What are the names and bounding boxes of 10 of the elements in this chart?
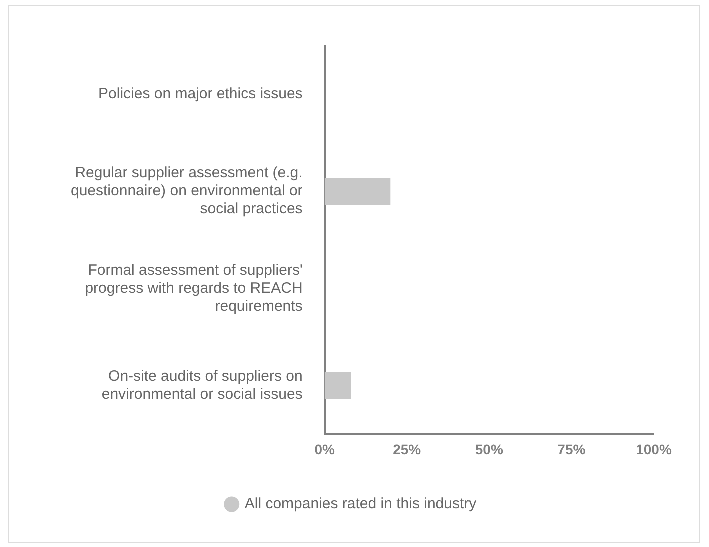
y-tick-label: On-site audits of suppliers on environmental or social issues (102, 368, 303, 403)
x-tick-label: 100% (636, 441, 672, 458)
legend-label: All companies rated in this industry (244, 496, 478, 513)
x-tick-label: 25% (393, 441, 422, 458)
y-tick-label: Policies on major ethics issues (98, 86, 303, 103)
y-tick-label: Regular supplier assessment (e.g. questionnaire) on environmental or social practices (70, 164, 303, 218)
x-tick-label: 75% (558, 441, 586, 458)
x-tick-label: 50% (475, 441, 504, 458)
x-tick-label: 0% (314, 441, 336, 458)
y-tick-label: Formal assessment of suppliers' progress with regards to REACH requirements (85, 262, 303, 315)
